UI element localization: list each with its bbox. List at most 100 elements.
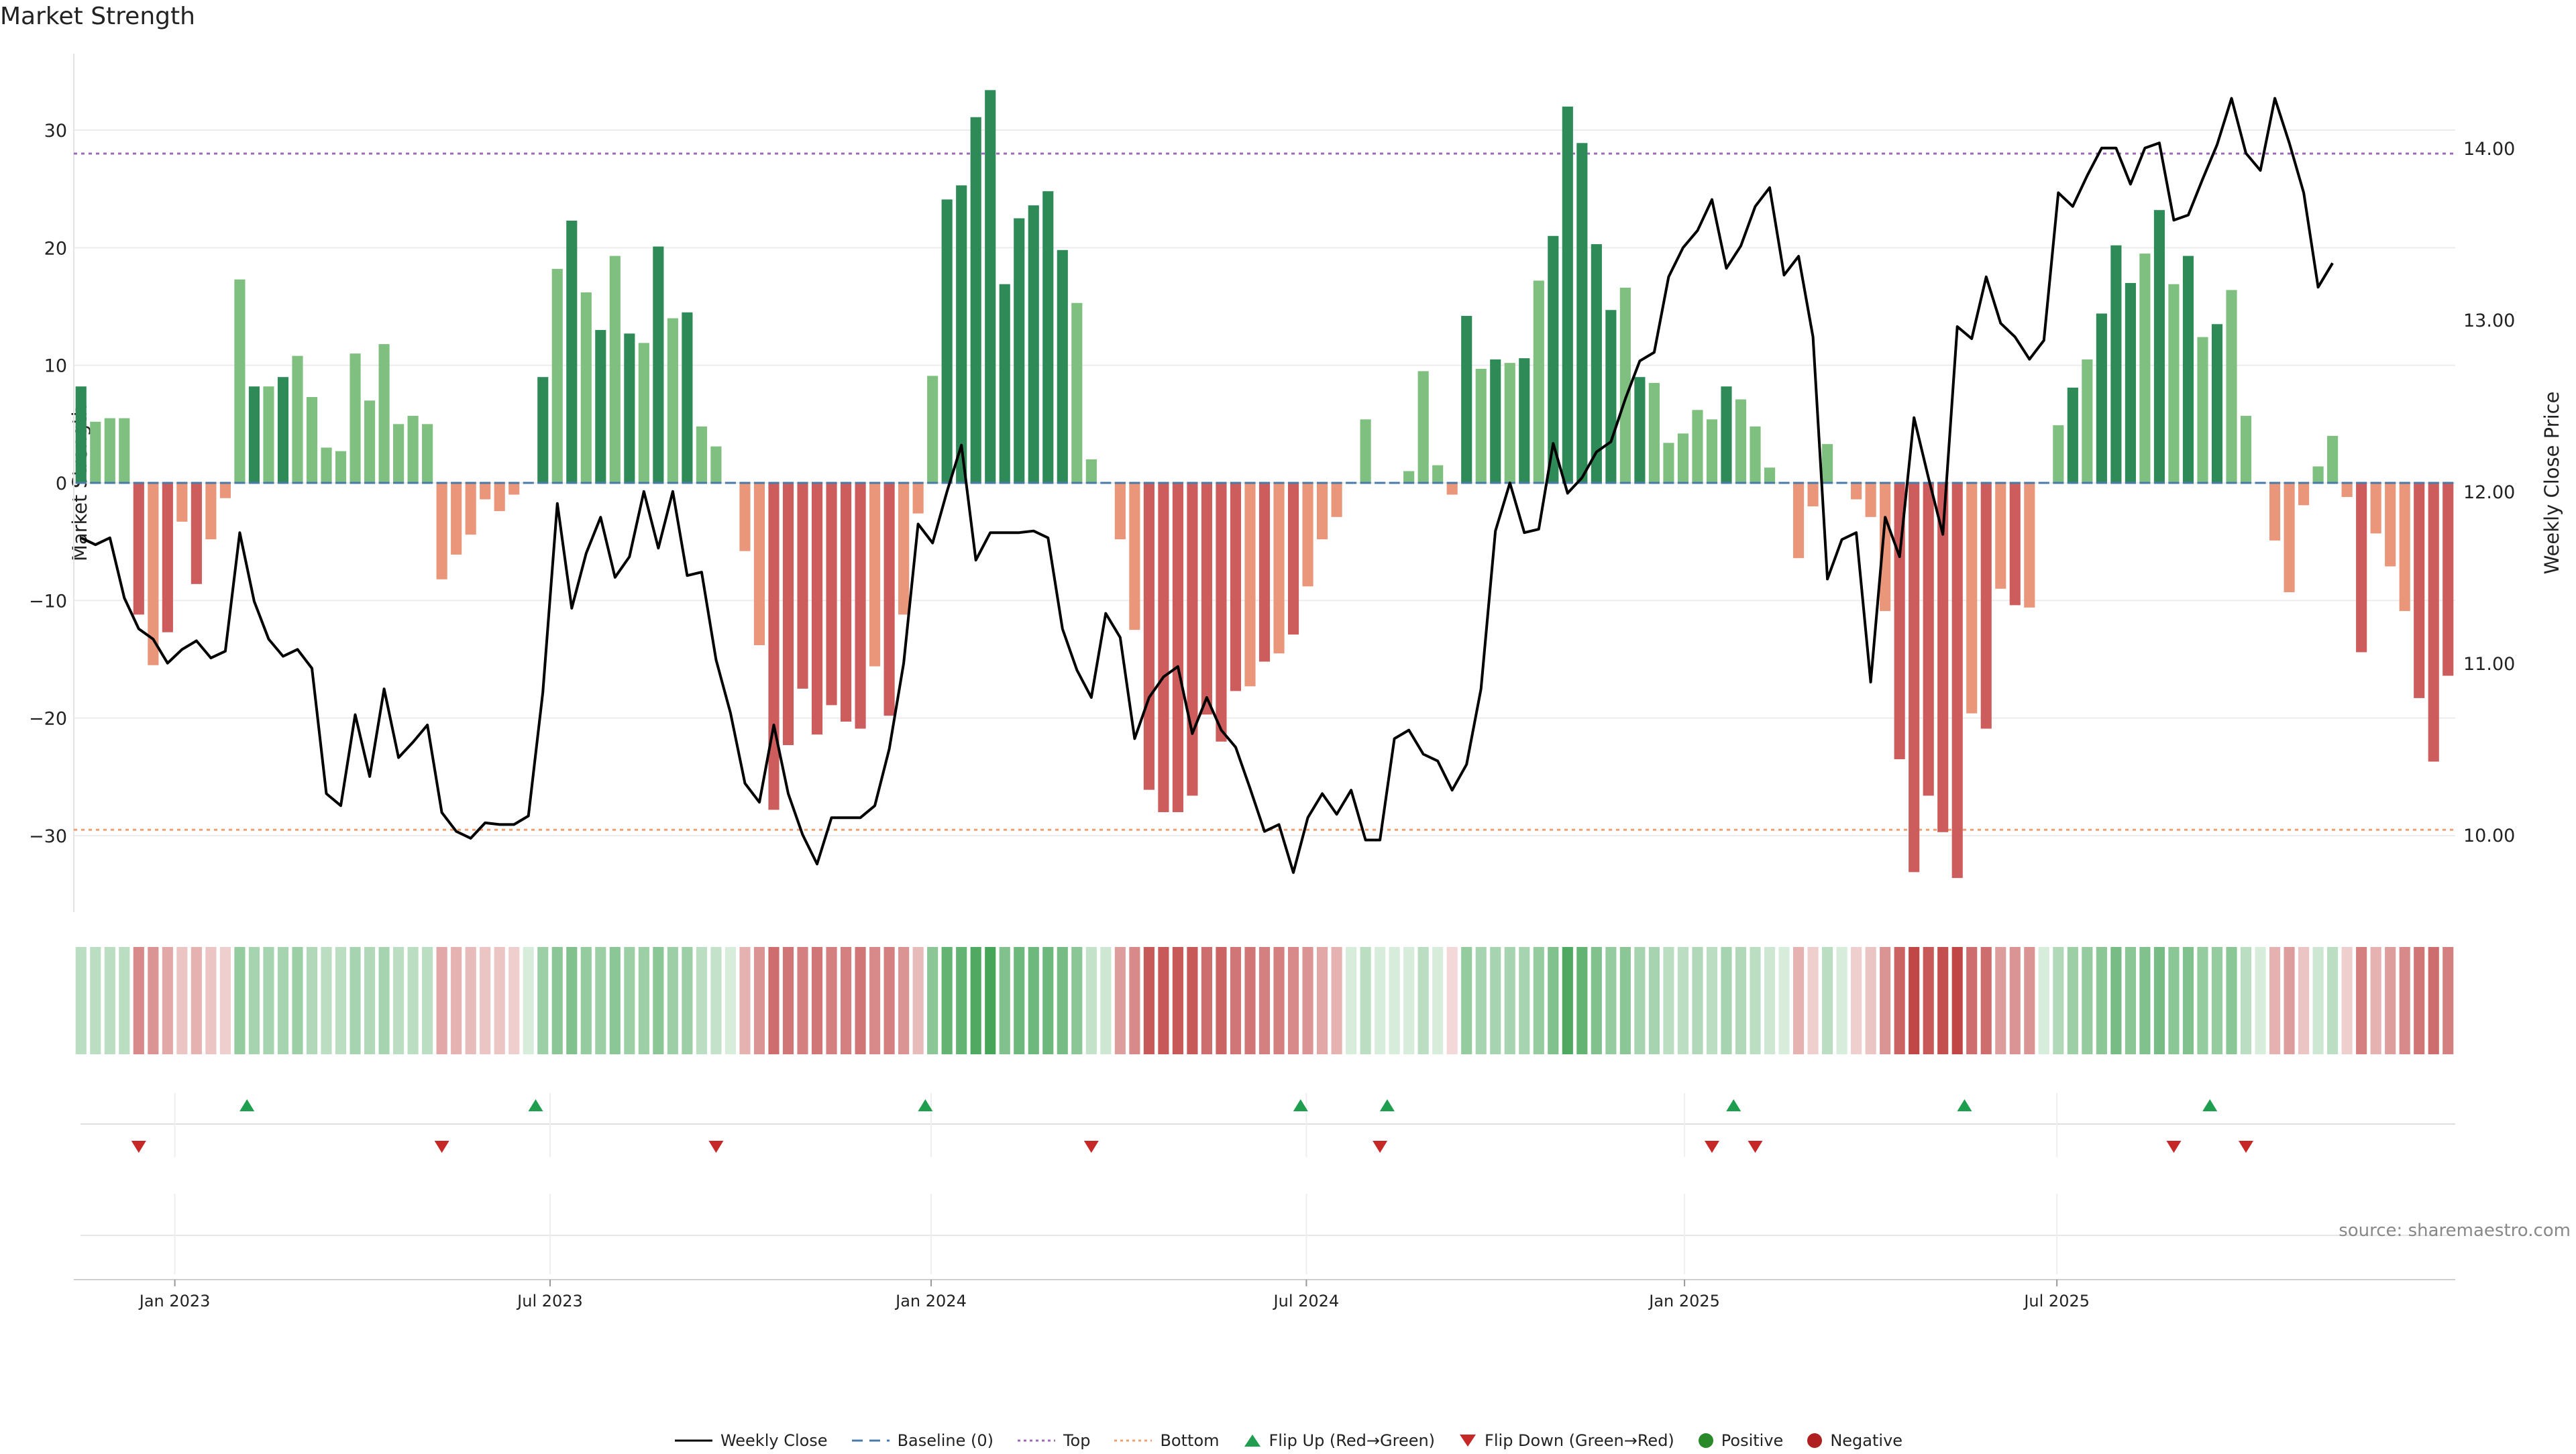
bar-negative: [883, 483, 895, 716]
heat-cell: [696, 947, 707, 1054]
flip-down-marker: [1083, 1141, 1099, 1153]
heat-cell: [1172, 947, 1183, 1054]
y-right-tick-label: 11.00: [2463, 654, 2515, 675]
heat-cell: [811, 947, 823, 1054]
bar-positive: [2139, 254, 2151, 483]
legend-flip-up-label: Flip Up (Red→Green): [1269, 1431, 1436, 1450]
heat-cell: [2255, 947, 2266, 1054]
heat-cell: [1807, 947, 1819, 1054]
heat-cell: [1836, 947, 1847, 1054]
bar-negative: [2428, 483, 2439, 762]
legend-dashed-line-icon: [851, 1439, 890, 1442]
bar-negative: [2269, 483, 2281, 541]
heat-cell: [1129, 947, 1140, 1054]
heat-cell: [1576, 947, 1588, 1054]
heat-cell: [2125, 947, 2136, 1054]
heat-cell: [2168, 947, 2180, 1054]
bar-negative: [1216, 483, 1227, 742]
flip-down-marker: [708, 1141, 724, 1153]
bar-positive: [1360, 419, 1371, 483]
bar-negative: [1201, 483, 1213, 715]
heat-cell: [205, 947, 217, 1054]
bar-positive: [75, 386, 87, 483]
heat-cell: [1201, 947, 1213, 1054]
heat-cell: [2428, 947, 2439, 1054]
bar-negative: [1302, 483, 1313, 587]
bar-positive: [1634, 377, 1646, 483]
heat-cell: [1230, 947, 1242, 1054]
legend-weekly-close-label: Weekly Close: [720, 1431, 828, 1450]
heat-cell: [2312, 947, 2324, 1054]
heat-cell: [2038, 947, 2049, 1054]
heat-cell: [2298, 947, 2310, 1054]
bar-negative: [2284, 483, 2295, 593]
flip-up-marker: [528, 1099, 543, 1111]
heat-cell: [2067, 947, 2078, 1054]
circle-icon: [1807, 1433, 1823, 1448]
heat-cell: [1995, 947, 2006, 1054]
heat-cell: [682, 947, 693, 1054]
x-tick-label: Jan 2023: [138, 1292, 211, 1310]
y-right-tick-label: 12.00: [2463, 482, 2515, 503]
heat-cell: [1042, 947, 1054, 1054]
bar-negative: [1995, 483, 2006, 589]
heat-cell: [2370, 947, 2381, 1054]
heat-cell: [2096, 947, 2107, 1054]
heat-cell: [898, 947, 910, 1054]
weekly-close-series: [80, 97, 2334, 875]
heat-cell: [1100, 947, 1112, 1054]
heat-cell: [1346, 947, 1357, 1054]
bar-negative: [148, 483, 159, 665]
heat-cell: [2443, 947, 2454, 1054]
bar-negative: [508, 483, 520, 495]
bar-positive: [682, 312, 693, 483]
heat-cell: [912, 947, 924, 1054]
heat-cell: [840, 947, 852, 1054]
bar-positive: [2327, 435, 2339, 483]
bar-positive: [1519, 358, 1530, 483]
bar-positive: [234, 279, 246, 483]
heat-cell: [2327, 947, 2339, 1054]
bar-positive: [1706, 419, 1718, 483]
bar-negative: [1909, 483, 1920, 873]
source-credit: source: sharemaestro.com: [2339, 1221, 2571, 1241]
bar-negative: [451, 483, 462, 555]
heat-cell: [1504, 947, 1515, 1054]
bar-positive: [1085, 459, 1097, 483]
heat-cell: [2240, 947, 2252, 1054]
heat-cell: [782, 947, 794, 1054]
y-axis-right: 14.00 13.00 12.00 11.00 10.00: [2463, 139, 2515, 846]
bar-positive: [566, 220, 578, 483]
bar-positive: [1504, 363, 1515, 483]
bar-positive: [306, 397, 318, 483]
triangle-down-icon: [1460, 1435, 1477, 1447]
legend: Weekly Close Baseline (0) Top Bottom Fli…: [0, 1427, 2576, 1454]
heat-cell: [1331, 947, 1342, 1054]
heat-cell: [176, 947, 188, 1054]
bar-negative: [2443, 483, 2454, 676]
bar-negative: [898, 483, 910, 615]
flip-down-marker: [2166, 1141, 2182, 1153]
y-left-tick-label: −30: [29, 826, 67, 847]
heat-cell: [523, 947, 534, 1054]
bar-positive: [2067, 387, 2078, 483]
bar-positive: [350, 353, 361, 483]
bar-positive: [2053, 425, 2064, 483]
legend-baseline-label: Baseline (0): [897, 1431, 994, 1450]
heat-cell: [1187, 947, 1198, 1054]
heat-cell: [508, 947, 520, 1054]
heat-cell: [1562, 947, 1573, 1054]
x-tick-label: Jan 2024: [894, 1292, 967, 1310]
bar-positive: [624, 333, 635, 483]
heat-cell: [1158, 947, 1169, 1054]
heat-cell: [407, 947, 419, 1054]
x-axis: Jan 2023 Jul 2023 Jan 2024 Jul 2024 Jan 2025…: [138, 1280, 2090, 1310]
heat-cell: [2153, 947, 2165, 1054]
bar-positive: [2226, 290, 2237, 483]
bar-positive: [2110, 245, 2122, 483]
bar-negative: [1331, 483, 1342, 517]
heat-cell: [1114, 947, 1126, 1054]
heat-cell: [1677, 947, 1689, 1054]
flip-down-marker: [434, 1141, 449, 1153]
legend-top-label: Top: [1063, 1431, 1091, 1450]
